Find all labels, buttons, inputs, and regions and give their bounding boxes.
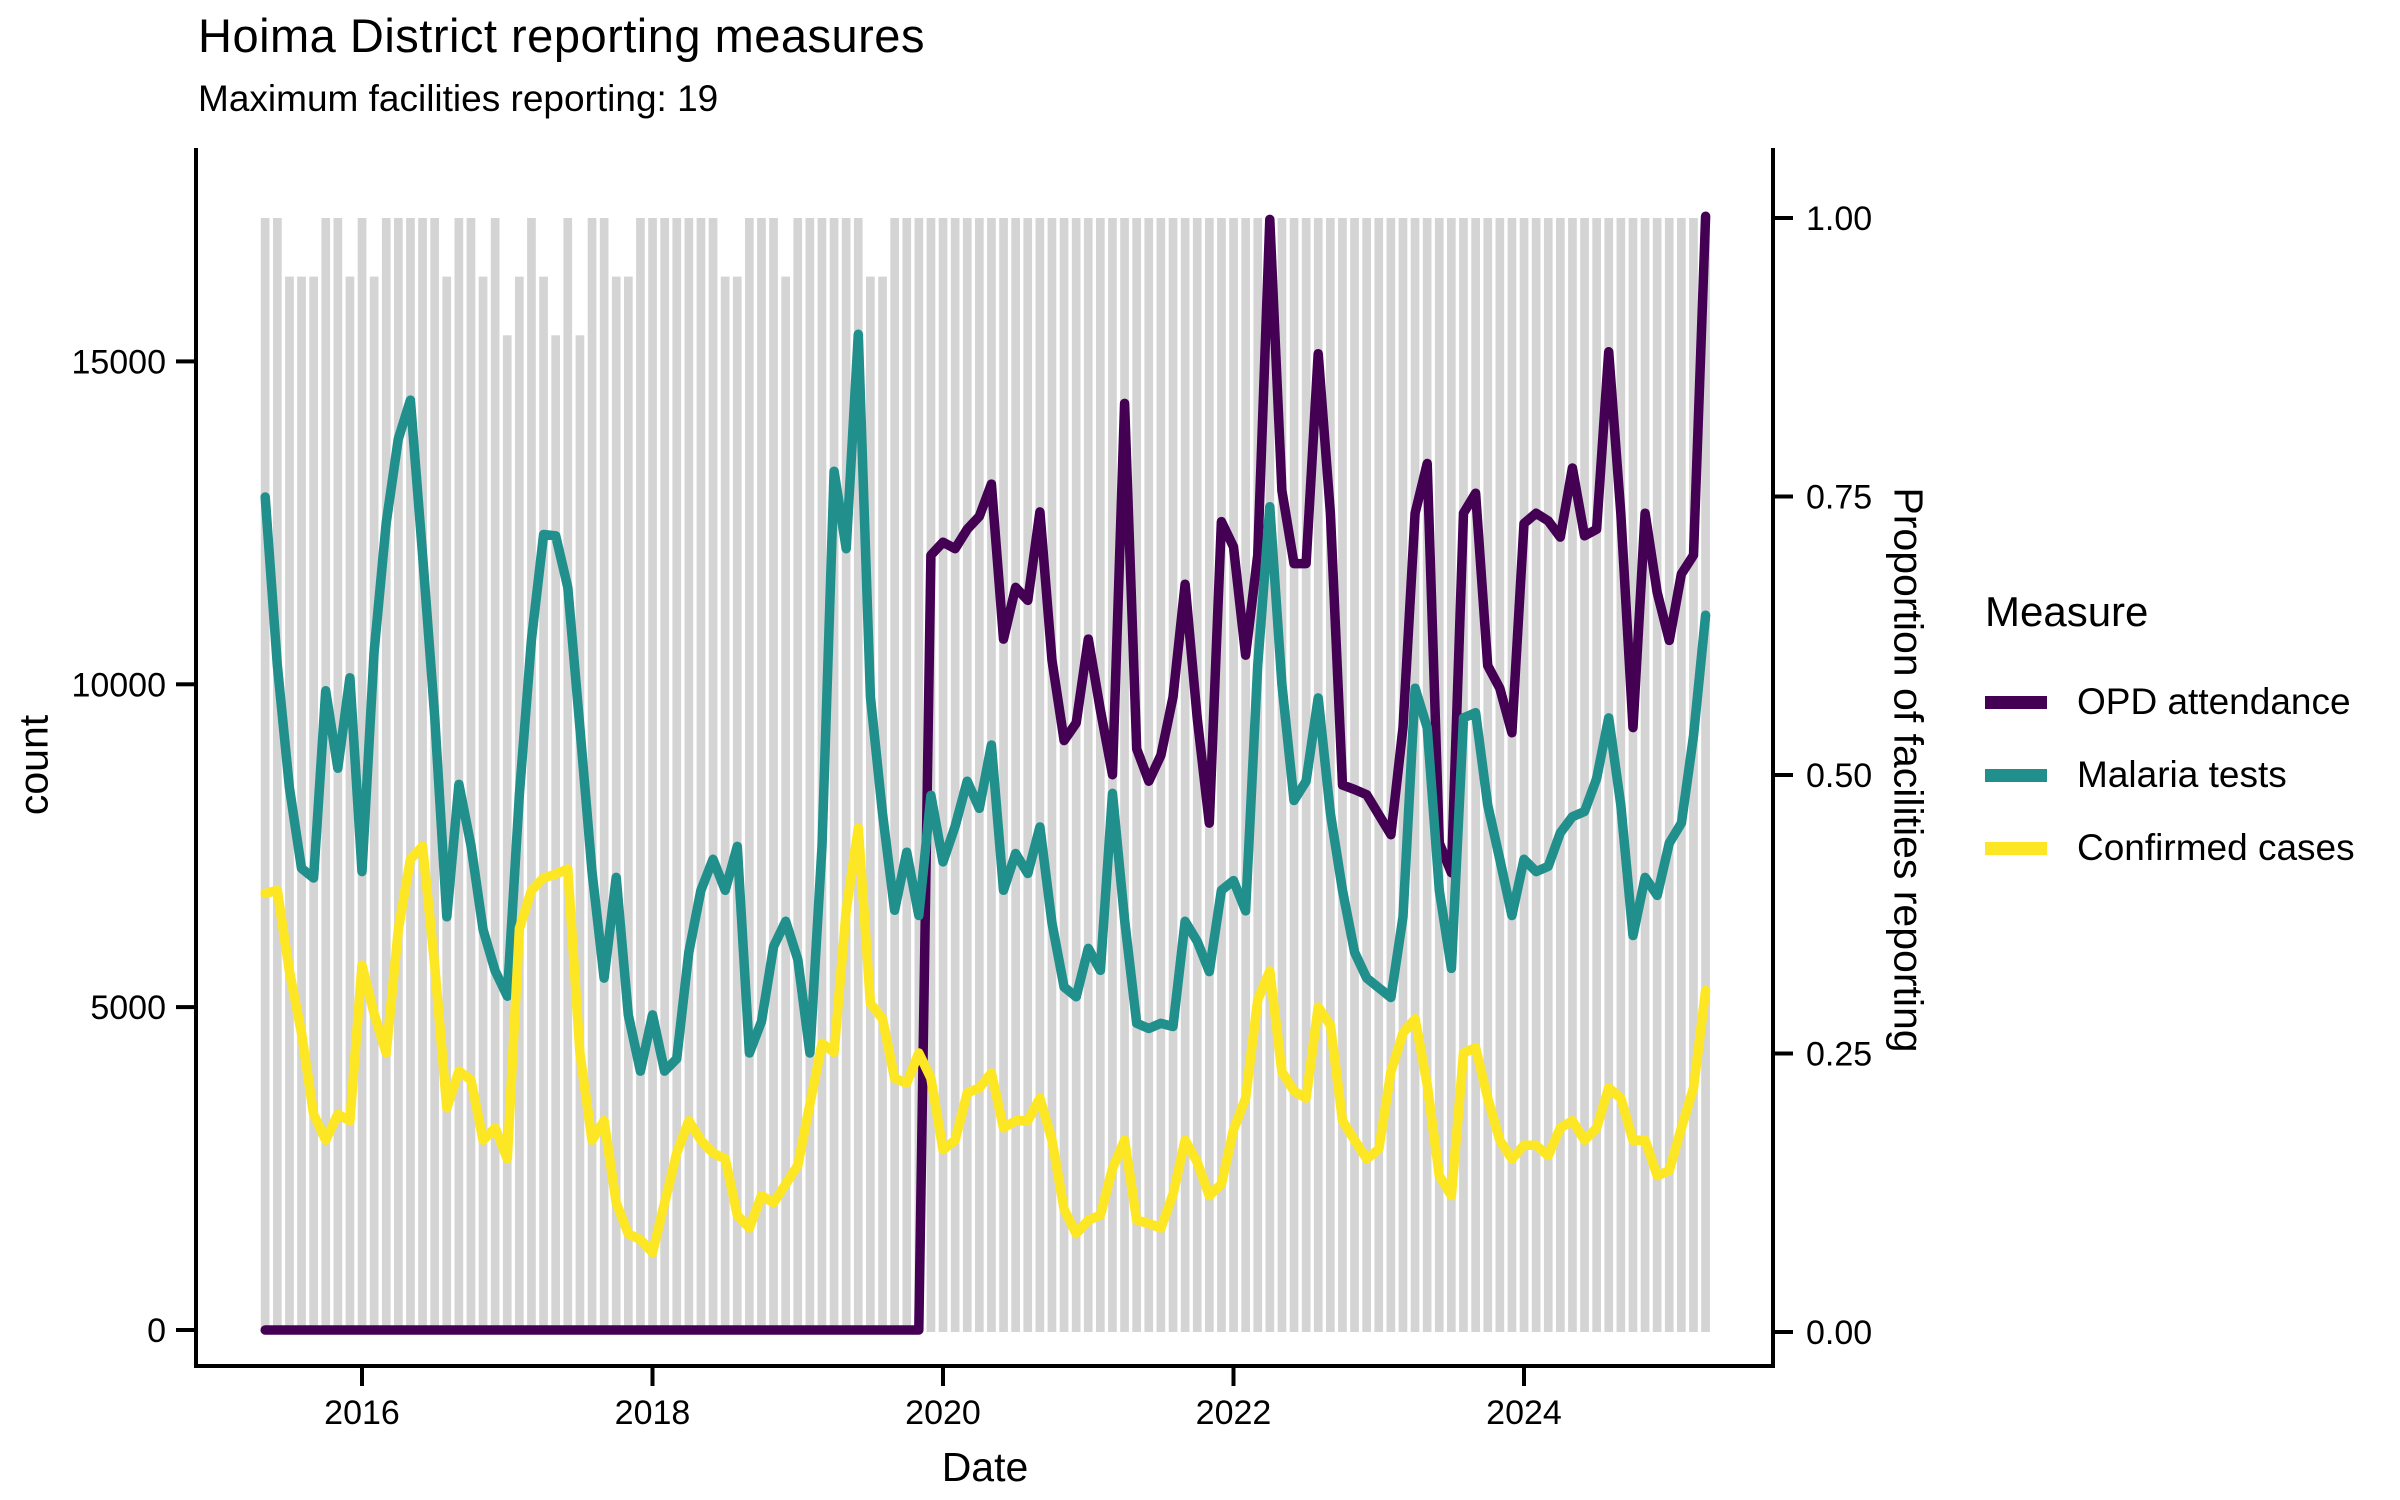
svg-text:1.00: 1.00 [1806,200,1872,238]
legend-label: OPD attendance [2077,681,2351,722]
y-axis-right-ticks: 0.00 0.25 0.50 0.75 1.00 [1775,200,1872,1352]
y-axis-right-line [1771,148,1775,1368]
axes [194,148,1775,1368]
legend-title: Measure [1985,588,2149,635]
line-confirmed-cases [260,823,1711,1258]
svg-text:10000: 10000 [71,666,166,704]
malaria-tests-swatch [1985,768,2047,782]
x-axis-title: Date [941,1444,1029,1490]
y-axis-left-line [194,148,198,1368]
svg-text:2020: 2020 [905,1394,981,1432]
svg-text:2016: 2016 [324,1394,400,1432]
y-axis-left-ticks: 0 5000 10000 15000 [71,343,194,1350]
line-opd-attendance [260,211,1711,1335]
svg-text:2018: 2018 [615,1394,691,1432]
legend-label: Confirmed cases [2077,827,2355,868]
legend-item-confirmed-cases: Confirmed cases [1985,827,2355,868]
y-axis-right-title: Proportion of facilities reporting [1885,487,1932,1053]
svg-text:0.25: 0.25 [1806,1036,1872,1074]
svg-text:15000: 15000 [71,343,166,381]
line-malaria-tests [260,329,1711,1076]
svg-text:2022: 2022 [1196,1394,1272,1432]
legend-item-malaria-tests: Malaria tests [1985,754,2355,795]
svg-text:0.75: 0.75 [1806,479,1872,517]
x-axis-line [194,1364,1775,1368]
svg-text:0.50: 0.50 [1806,757,1872,795]
svg-text:5000: 5000 [90,989,166,1027]
confirmed-cases-swatch [1985,841,2047,855]
legend: Measure OPD attendance Malaria tests Con… [1985,588,2355,901]
svg-text:2024: 2024 [1486,1394,1562,1432]
y-axis-left-title: count [10,714,57,816]
chart-subtitle: Maximum facilities reporting: 19 [198,78,719,119]
svg-text:0.00: 0.00 [1806,1314,1872,1352]
svg-text:0: 0 [147,1312,166,1350]
legend-label: Malaria tests [2077,754,2287,795]
x-axis-ticks: 2016 2018 2020 2022 2024 [324,1368,1562,1432]
legend-item-opd-attendance: OPD attendance [1985,681,2355,722]
opd-attendance-swatch [1985,695,2047,709]
chart-title: Hoima District reporting measures [198,9,925,62]
